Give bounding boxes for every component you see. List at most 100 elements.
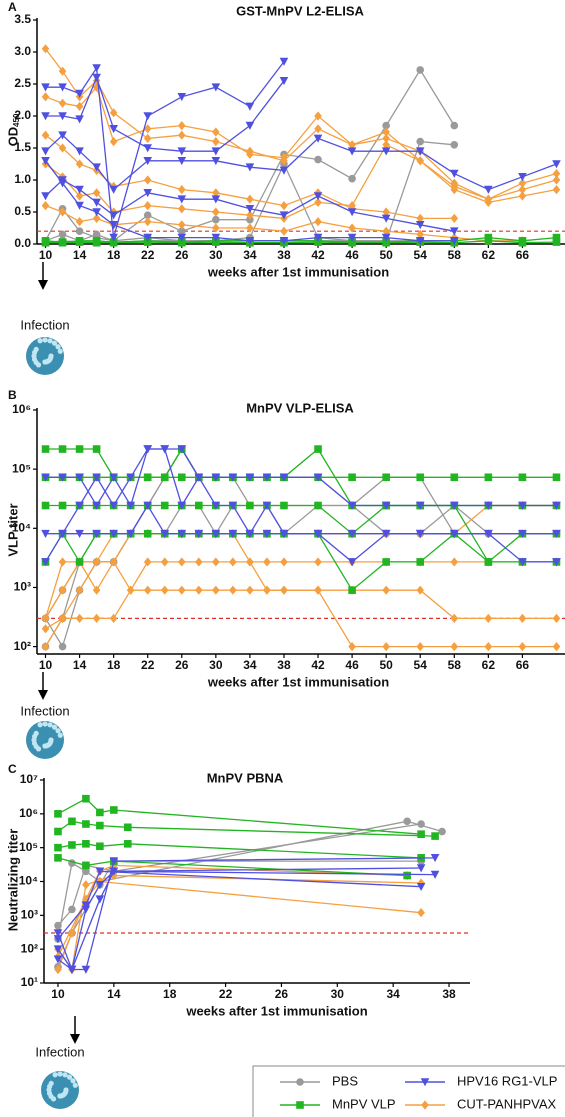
data-point <box>143 133 152 143</box>
data-point <box>415 147 425 156</box>
y-tick-label: 10⁴ <box>19 874 38 888</box>
data-point <box>450 141 459 149</box>
data-point <box>143 124 152 134</box>
data-point <box>552 160 561 169</box>
data-point <box>212 557 220 567</box>
data-point <box>314 111 322 121</box>
data-point <box>58 642 67 651</box>
data-point <box>246 149 254 159</box>
data-point <box>143 233 153 242</box>
data-point <box>314 197 322 207</box>
data-point <box>381 529 391 539</box>
data-point <box>41 473 50 482</box>
data-point <box>75 613 84 623</box>
data-point <box>92 64 101 73</box>
data-point <box>280 201 288 211</box>
x-tick-label: 10 <box>51 987 65 1001</box>
data-point <box>41 192 50 201</box>
data-point <box>109 211 118 220</box>
data-point <box>177 529 187 539</box>
data-point <box>416 473 425 482</box>
data-point <box>314 585 322 595</box>
y-axis-label-sub: 450 <box>12 113 21 127</box>
data-point <box>160 529 170 539</box>
data-point <box>212 238 220 246</box>
data-point <box>246 223 254 233</box>
x-tick-label: 26 <box>175 248 189 262</box>
data-point <box>228 501 238 510</box>
data-point <box>143 144 153 153</box>
legend-label: HPV16 RG1-VLP <box>457 1073 557 1088</box>
x-tick-label: 30 <box>331 987 345 1001</box>
series-line <box>45 134 557 191</box>
data-point <box>313 473 323 482</box>
data-point <box>143 189 153 198</box>
data-point <box>552 233 561 242</box>
data-point <box>211 501 221 510</box>
data-point <box>552 501 561 510</box>
data-point <box>347 501 357 510</box>
data-point <box>450 185 459 195</box>
data-point <box>54 921 62 930</box>
data-point <box>75 501 84 510</box>
data-point <box>381 147 391 156</box>
data-point <box>348 642 356 652</box>
data-point <box>58 83 67 92</box>
data-point <box>262 473 272 482</box>
data-point <box>314 501 322 510</box>
y-tick-label: 10⁶ <box>19 806 38 820</box>
data-point <box>348 473 356 482</box>
data-point <box>143 238 152 246</box>
data-point <box>126 585 135 595</box>
x-tick-label: 22 <box>141 658 155 672</box>
data-point <box>416 558 425 566</box>
data-point <box>109 857 119 866</box>
data-point <box>109 501 118 510</box>
data-point <box>143 445 153 454</box>
data-point <box>75 147 84 156</box>
x-tick-label: 22 <box>141 248 155 262</box>
data-point <box>177 585 186 595</box>
data-point <box>279 529 289 539</box>
virus-capsomere <box>57 1093 63 1099</box>
data-point <box>279 211 289 220</box>
data-point <box>143 217 152 227</box>
data-point <box>75 238 84 246</box>
data-point <box>382 127 390 137</box>
chart-title: MnPV PBNA <box>207 770 284 785</box>
data-point <box>314 155 322 164</box>
data-point <box>417 820 425 828</box>
data-point <box>552 529 561 539</box>
y-tick-label: 10³ <box>21 908 38 922</box>
data-point <box>245 205 255 214</box>
y-tick-label: 10⁵ <box>12 461 31 475</box>
panel-label: B <box>8 388 17 402</box>
data-point <box>75 89 84 98</box>
y-axis-label: Neutralizing titer <box>5 829 20 932</box>
virus-capsomere <box>57 732 63 738</box>
data-point <box>58 585 67 595</box>
data-point <box>430 870 440 879</box>
data-point <box>382 133 390 143</box>
series-line <box>57 843 422 859</box>
virus-capsomere <box>57 1071 63 1077</box>
data-point <box>58 179 67 188</box>
arrow-head <box>70 1034 80 1044</box>
data-point <box>212 188 220 198</box>
data-point <box>449 501 459 510</box>
x-tick-label: 58 <box>448 658 462 672</box>
virus-capsomere <box>42 359 48 365</box>
data-point <box>75 585 84 595</box>
data-point <box>177 445 187 454</box>
data-point <box>41 613 50 623</box>
y-tick-label: 1.0 <box>14 172 31 186</box>
data-point <box>518 529 527 539</box>
data-point <box>403 817 411 826</box>
series-line <box>57 870 422 940</box>
data-point <box>92 163 101 172</box>
data-point <box>54 827 62 836</box>
data-point <box>41 83 50 92</box>
data-point <box>41 92 50 102</box>
y-tick-label: 10⁷ <box>20 772 38 786</box>
data-point <box>518 238 527 247</box>
